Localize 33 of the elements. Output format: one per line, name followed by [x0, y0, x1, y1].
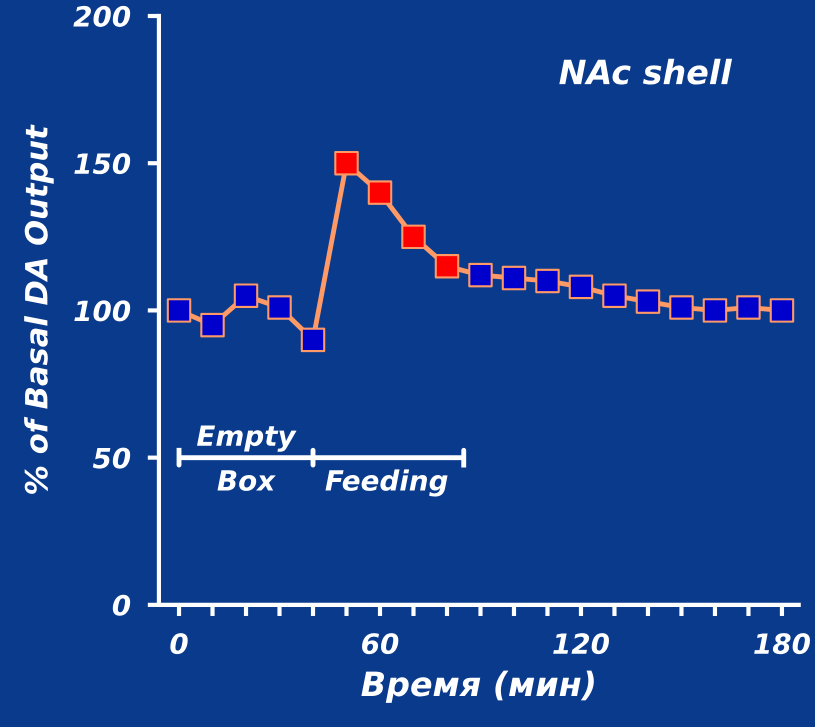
point [234, 283, 258, 308]
y-tick-label: 200 [73, 6, 130, 27]
point [401, 224, 426, 250]
point [166, 298, 192, 323]
annotation: NAc shell [559, 58, 732, 85]
point [602, 283, 627, 308]
point [334, 150, 359, 176]
annotation: Feeding [325, 469, 448, 497]
x-axis-title: Время (мин) [361, 670, 594, 703]
point [300, 328, 326, 352]
point [368, 180, 392, 205]
point [770, 298, 794, 323]
point [502, 266, 526, 290]
point [200, 312, 225, 338]
y-axis-title: % of Basal DA Output [24, 124, 54, 494]
point [736, 295, 761, 320]
x-tick-label: 60 [362, 633, 398, 654]
x-tick-label: 0 [170, 633, 188, 654]
x-tick-label: 120 [553, 633, 609, 654]
point [568, 274, 594, 300]
point [468, 262, 493, 288]
y-tick-label: 100 [74, 300, 130, 322]
point [535, 268, 560, 294]
annotation: Empty Box [197, 426, 297, 491]
point [702, 298, 728, 323]
point [636, 289, 660, 314]
point [267, 295, 292, 320]
y-tick-label: 150 [74, 153, 130, 174]
x-tick-label: 180 [754, 633, 810, 654]
point [434, 254, 460, 279]
point [669, 295, 694, 320]
y-tick-label: 50 [92, 448, 130, 469]
y-tick-label: 0 [112, 594, 130, 616]
